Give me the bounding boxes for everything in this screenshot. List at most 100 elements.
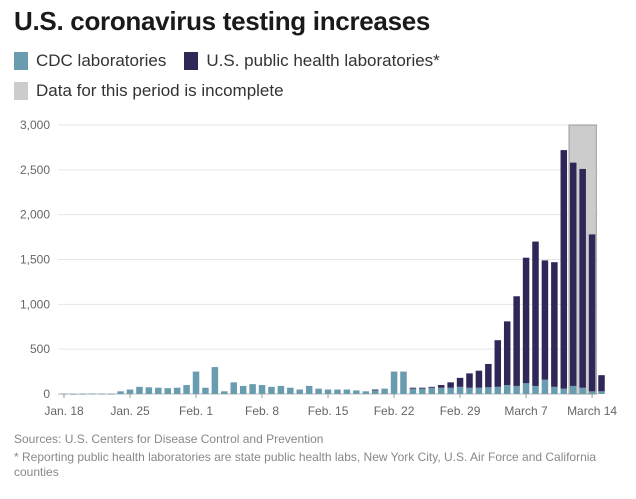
legend-swatch-phl [184,52,199,70]
y-tick-label: 0 [43,387,50,401]
bar-phl [513,296,520,386]
bar-cdc [475,387,483,394]
bar-cdc [400,371,407,394]
x-tick-label: Jan. 25 [110,404,150,418]
bar-phl [569,162,577,386]
bar-cdc [579,387,586,394]
bar-cdc [381,388,388,394]
bar-phl [466,373,473,388]
bar-cdc [541,379,549,394]
bar-cdc [466,387,473,394]
y-tick-label: 500 [30,342,50,356]
bar-cdc [343,389,351,394]
bar-phl [532,241,539,386]
bar-cdc [522,383,530,394]
bar-cdc [315,388,322,394]
bar-cdc [353,390,360,394]
bar-phl [522,257,530,384]
bar-cdc [494,386,502,394]
legend-label-incomplete: Data for this period is incomplete [36,81,284,100]
bar-cdc [155,387,162,394]
bar-phl [456,377,464,387]
source-note: Sources: U.S. Centers for Disease Contro… [14,432,324,446]
bar-phl [494,340,502,387]
legend-label-phl: U.S. public health laboratories* [206,51,440,70]
bars [60,150,605,395]
bar-cdc [447,387,454,394]
bar-cdc [136,386,143,394]
bar-cdc [551,386,558,394]
x-tick-label: Feb. 15 [308,404,349,418]
bar-cdc [305,385,313,394]
x-tick-label: Jan. 18 [44,404,84,418]
bar-cdc [287,387,294,394]
y-tick-label: 2,000 [20,208,50,222]
bar-phl [588,234,596,392]
x-tick-label: Feb. 22 [374,404,415,418]
bar-cdc [532,385,539,394]
legend-item-phl: U.S. public health laboratories* [184,51,440,71]
bar-phl [598,375,605,392]
bar-cdc [428,387,436,394]
bar-phl [475,370,483,388]
y-tick-label: 1,500 [20,253,50,267]
bar-cdc [164,388,171,394]
bar-phl [551,262,558,387]
footnote: * Reporting public health laboratories a… [14,450,597,479]
bar-cdc [145,387,153,394]
bar-cdc [70,393,77,395]
bar-cdc [192,371,200,394]
bar-phl [541,260,549,380]
bar-phl [437,385,445,388]
bar-cdc [183,385,190,394]
bar-cdc [598,391,605,394]
chart-title: U.S. coronavirus testing increases [14,6,431,36]
bar-cdc [569,385,577,394]
bar-cdc [419,388,426,394]
bar-phl [579,168,586,388]
x-tick-label: Feb. 29 [440,404,481,418]
bar-phl [428,386,436,388]
legend: CDC laboratories U.S. public health labo… [14,50,458,72]
bar-cdc [456,386,464,394]
y-tick-label: 1,000 [20,297,50,311]
bar-phl [560,150,568,389]
bar-cdc [268,386,275,394]
legend-swatch-cdc [14,52,28,70]
y-tick-label: 2,500 [20,163,50,177]
y-tick-label: 3,000 [20,118,50,132]
bar-phl [419,387,426,389]
bar-cdc [126,389,134,394]
bar-cdc [98,393,105,395]
x-tick-label: Feb. 1 [179,404,213,418]
bar-cdc [324,389,332,394]
bar-cdc [409,388,417,394]
legend-item-incomplete: Data for this period is incomplete [14,81,284,101]
bar-cdc [89,393,96,395]
x-tick-label: Feb. 8 [245,404,279,418]
bar-cdc [107,393,115,395]
bar-cdc [277,385,285,394]
bar-phl [447,382,454,388]
bar-cdc [211,367,219,394]
legend-label-cdc: CDC laboratories [36,51,167,70]
bar-cdc [513,385,520,394]
bar-cdc [258,385,266,394]
bar-cdc [221,391,228,394]
bar-cdc [296,389,303,394]
bar-cdc [560,388,568,394]
bar-cdc [503,385,511,394]
gridlines [58,124,598,395]
bar-cdc [79,393,87,395]
x-axis: Jan. 18 Jan. 25 Feb. 1 Feb. 8 Feb. 15 Feb. 22… [44,394,617,418]
bar-cdc [437,387,445,394]
bar-cdc [239,385,247,394]
legend-incomplete: Data for this period is incomplete [14,80,302,102]
legend-swatch-incomplete [14,82,28,100]
bar-phl [485,363,492,388]
bar-cdc [173,387,181,394]
bar-cdc [230,382,237,394]
y-axis: 0 500 1,000 1,500 2,000 2,500 3,000 [20,118,50,401]
bar-phl [409,387,417,389]
